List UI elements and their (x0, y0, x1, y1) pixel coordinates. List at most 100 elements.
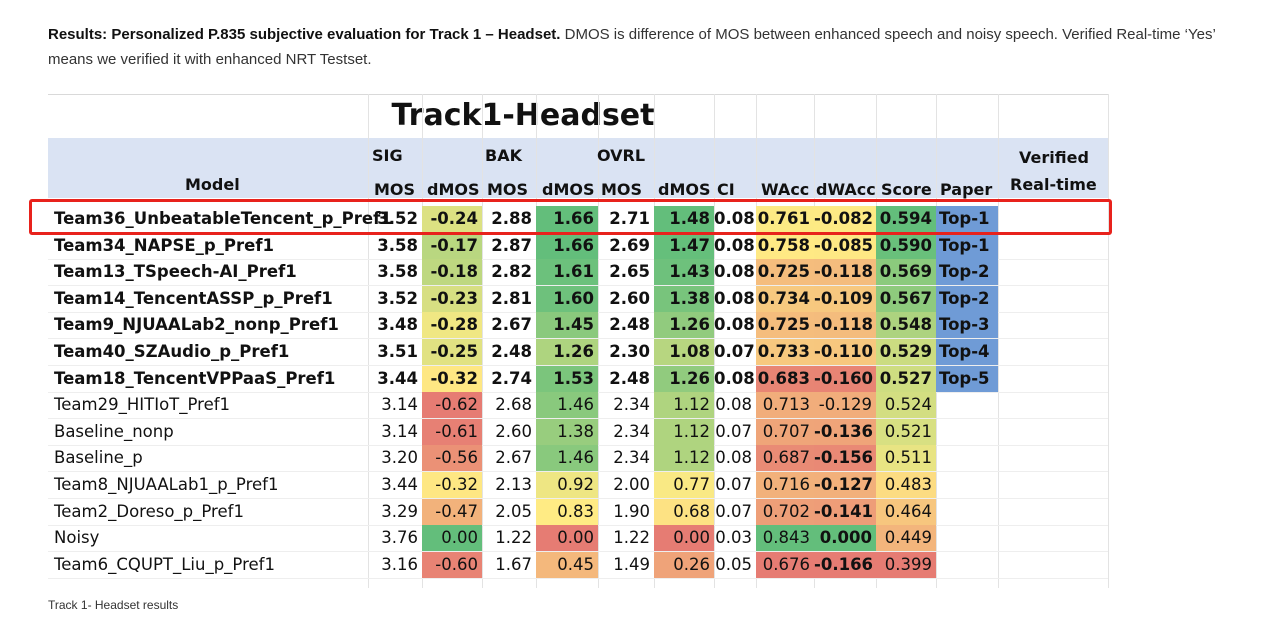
table-cell: 2.68 (495, 395, 532, 415)
table-cell: -0.127 (814, 472, 876, 498)
row-divider (48, 258, 1108, 260)
table-cell: -0.136 (814, 418, 876, 445)
paper-rank-cell: Top-5 (936, 365, 998, 392)
header-model: Model (185, 175, 240, 194)
table-cell: 2.48 (491, 342, 532, 361)
row-divider (48, 365, 1108, 366)
table-cell: -0.166 (814, 551, 876, 578)
sub-header-dwacc: dWAcc (816, 180, 876, 199)
table-cell: -0.32 (422, 472, 482, 498)
row-divider (48, 418, 1108, 420)
paper-rank-cell (936, 552, 998, 578)
table-cell: 3.48 (377, 315, 418, 335)
paper-rank-cell: Top-2 (936, 259, 998, 286)
table-cell: 0.08 (714, 262, 755, 282)
table-cell: -0.129 (814, 392, 876, 419)
table-cell: 3.58 (377, 262, 418, 282)
row-divider (48, 471, 1108, 473)
table-cell: 0.07 (715, 501, 752, 521)
table-cell: 2.60 (495, 421, 532, 441)
table-cell: 3.44 (381, 475, 418, 494)
table-cell: 2.69 (609, 235, 650, 255)
model-name: Team8_NJUAALab1_p_Pref1 (54, 475, 279, 494)
table-cell: 0.702 (756, 498, 814, 525)
table-cell: 0.594 (876, 206, 936, 232)
table-cell: 0.716 (756, 472, 814, 498)
table-cell: 3.51 (377, 342, 418, 361)
table-cell: -0.25 (422, 339, 482, 365)
table-cell: 0.527 (876, 365, 936, 392)
table-cell: 1.08 (654, 339, 714, 365)
model-name: Noisy (54, 528, 100, 548)
table-row: Baseline_p 3.20 -0.56 2.67 1.46 2.34 1.12 0.08 0… (48, 445, 1108, 473)
table-cell: 0.761 (756, 206, 814, 232)
table-cell: 1.60 (536, 285, 598, 312)
table-cell: 1.45 (536, 312, 598, 339)
table-cell: 1.61 (536, 259, 598, 286)
sub-header-dmos: dMOS (542, 180, 595, 199)
row-divider (48, 338, 1108, 340)
model-name: Team13_TSpeech-AI_Pref1 (54, 262, 297, 282)
table-cell: 1.12 (654, 392, 714, 419)
table-cell: 1.90 (613, 501, 650, 521)
table-cell: 0.529 (876, 339, 936, 365)
table-cell: 3.52 (377, 288, 418, 308)
table-cell: 3.52 (377, 209, 418, 228)
table-cell: -0.160 (814, 365, 876, 392)
table-cell: 0.399 (876, 551, 936, 578)
table-cell: 0.00 (422, 525, 482, 552)
sub-header-mos: MOS (601, 180, 643, 199)
figure-footer: Track 1- Headset results (48, 598, 179, 612)
table-cell: 2.74 (491, 368, 532, 388)
table-row: Team40_SZAudio_p_Pref1 3.51 -0.25 2.48 1.26 2… (48, 339, 1108, 366)
table-cell: -0.60 (422, 551, 482, 578)
table-cell: -0.62 (422, 392, 482, 419)
table-row: Team13_TSpeech-AI_Pref1 3.58 -0.18 2.82 1.61… (48, 259, 1108, 287)
table-row: Baseline_nonp 3.14 -0.61 2.60 1.38 2.34 1.12 0.… (48, 418, 1108, 446)
table-cell: 2.34 (613, 421, 650, 441)
table-cell: 1.66 (536, 206, 598, 232)
table-cell: 0.590 (876, 232, 936, 259)
table-cell: 3.16 (381, 554, 418, 574)
table-row: Team8_NJUAALab1_p_Pref1 3.44 -0.32 2.13 0.92… (48, 472, 1108, 499)
paper-rank-cell (936, 499, 998, 525)
table-cell: 0.725 (756, 259, 814, 286)
table-cell: 2.87 (491, 235, 532, 255)
sub-header-wacc: WAcc (761, 180, 810, 199)
table-cell: 0.758 (756, 232, 814, 259)
sheet-border (48, 94, 1108, 95)
grid-line (482, 94, 483, 588)
table-cell: 0.511 (876, 445, 936, 472)
table-cell: 0.725 (756, 312, 814, 339)
paper-rank-cell (936, 525, 998, 551)
model-name: Team14_TencentASSP_p_Pref1 (54, 288, 333, 308)
table-cell: 1.12 (654, 418, 714, 445)
model-name: Team36_UnbeatableTencent_p_Pref1 (54, 209, 392, 228)
table-cell: 2.67 (495, 448, 532, 468)
table-row: Team2_Doreso_p_Pref1 3.29 -0.47 2.05 0.83 1.9… (48, 498, 1108, 526)
table-cell: 2.48 (609, 315, 650, 335)
table-cell: 1.22 (613, 528, 650, 548)
table-cell: 2.48 (609, 368, 650, 388)
paper-rank-cell: Top-2 (936, 285, 998, 312)
model-name: Team29_HITIoT_Pref1 (54, 395, 231, 415)
table-cell: 0.707 (756, 418, 814, 445)
table-cell: 2.71 (609, 209, 650, 228)
grid-line (714, 94, 715, 588)
sub-header-mos: MOS (487, 180, 529, 199)
model-name: Baseline_p (54, 448, 143, 468)
table-cell: 1.38 (536, 418, 598, 445)
table-cell: 0.45 (536, 551, 598, 578)
table-cell: -0.17 (422, 232, 482, 259)
table-cell: 3.14 (381, 421, 418, 441)
header-ovrl: OVRL (597, 146, 646, 165)
header-band (48, 138, 1108, 198)
paper-rank-cell: Top-1 (936, 232, 998, 259)
table-cell: 3.76 (381, 528, 418, 548)
figure-caption: Results: Personalized P.835 subjective e… (48, 22, 1248, 72)
table-cell: 2.13 (495, 475, 532, 494)
table-cell: 2.82 (491, 262, 532, 282)
table-cell: 0.08 (715, 448, 752, 468)
table-cell: 0.687 (756, 445, 814, 472)
model-name: Team2_Doreso_p_Pref1 (54, 501, 244, 521)
